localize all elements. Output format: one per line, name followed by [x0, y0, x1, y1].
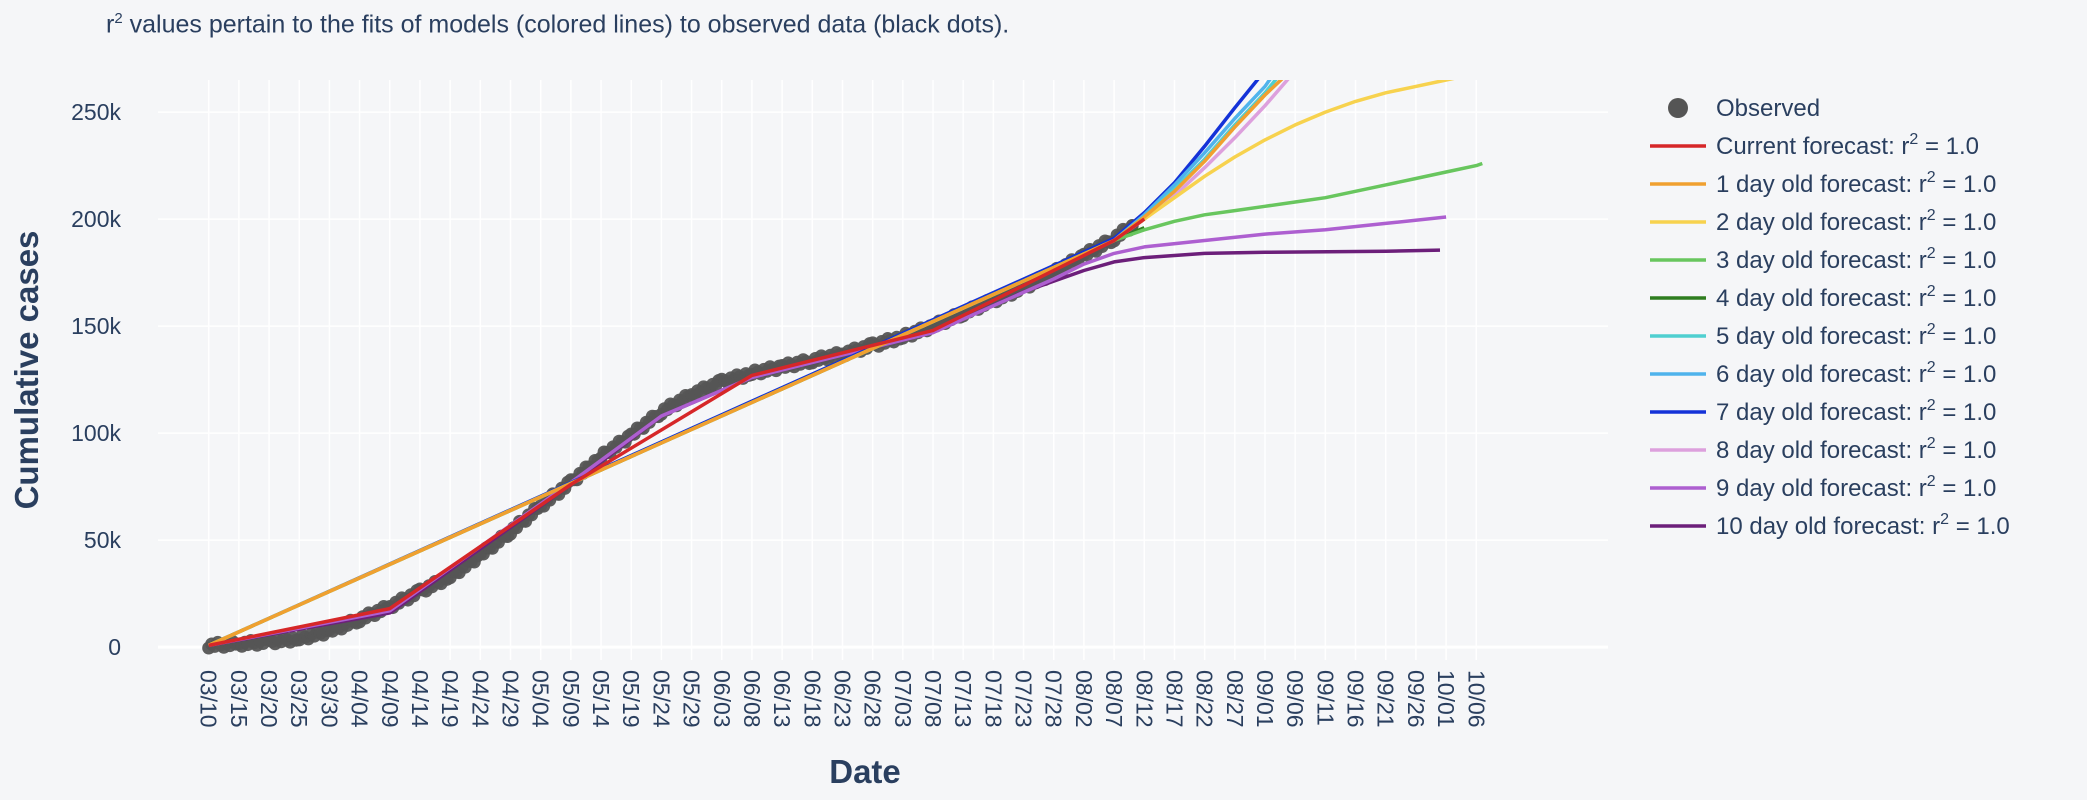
gridlines: [158, 80, 1608, 660]
y-tick-labels: 0 50k 100k 150k 200k 250k: [71, 99, 121, 660]
x-tick-label: 04/24: [467, 670, 493, 728]
legend-label: 1 day old forecast: r2 = 1.0: [1716, 169, 1996, 198]
x-tick-label: 08/12: [1131, 670, 1157, 728]
x-tick-label: 09/21: [1373, 670, 1399, 728]
x-tick-label: 03/30: [316, 670, 342, 728]
legend-observed-label: Observed: [1716, 95, 1820, 122]
x-tick-label: 06/18: [799, 670, 825, 728]
x-tick-label: 04/04: [347, 670, 373, 728]
x-tick-label: 04/14: [407, 670, 433, 728]
note-text: values pertain to the fits of models (co…: [122, 10, 1010, 39]
x-tick-label: 09/16: [1343, 670, 1369, 728]
x-tick-label: 08/17: [1161, 670, 1187, 728]
legend-label: 4 day old forecast: r2 = 1.0: [1716, 283, 1996, 312]
x-axis-title: Date: [829, 753, 901, 790]
forecast-line: [207, 80, 1278, 647]
x-tick-label: 07/08: [920, 670, 946, 728]
legend: Observed Current forecast: r2 = 1.0 1 day …: [1650, 95, 2010, 540]
forecast-line: [207, 80, 1290, 647]
x-tick-label: 09/11: [1312, 670, 1338, 726]
y-tick-label: 200k: [71, 206, 121, 232]
x-tick-label: 09/26: [1403, 670, 1429, 728]
legend-label: 2 day old forecast: r2 = 1.0: [1716, 207, 1996, 236]
x-tick-label: 05/29: [679, 670, 705, 728]
legend-label: Current forecast: r2 = 1.0: [1716, 131, 1979, 160]
chart-note: r2 values pertain to the fits of models …: [106, 10, 1009, 39]
legend-label: 3 day old forecast: r2 = 1.0: [1716, 245, 1996, 274]
y-axis-title: Cumulative cases: [8, 231, 45, 510]
x-tick-labels: 03/10 03/15 03/20 03/25 03/30 04/04 04/09 04/14…: [196, 670, 1490, 728]
x-tick-label: 07/13: [950, 670, 976, 728]
legend-label: 9 day old forecast: r2 = 1.0: [1716, 473, 1996, 502]
forecast-line: [207, 80, 1272, 647]
forecast-lines: [207, 80, 1483, 648]
legend-label: 5 day old forecast: r2 = 1.0: [1716, 321, 1996, 350]
forecast-line: [208, 248, 1441, 648]
x-tick-label: 04/19: [437, 670, 463, 728]
x-tick-label: 08/07: [1101, 670, 1127, 728]
forecast-line: [207, 80, 1284, 647]
x-tick-label: 08/27: [1222, 670, 1248, 728]
legend-label: 8 day old forecast: r2 = 1.0: [1716, 435, 1996, 464]
x-tick-label: 04/09: [377, 670, 403, 728]
x-tick-label: 06/03: [709, 670, 735, 728]
x-tick-label: 03/15: [226, 670, 252, 728]
y-tick-label: 100k: [71, 420, 121, 446]
plot-area: [202, 80, 1483, 655]
x-tick-label: 08/22: [1192, 670, 1218, 728]
x-tick-label: 04/29: [498, 670, 524, 728]
x-tick-label: 05/14: [588, 670, 614, 728]
note-r: r: [106, 10, 115, 39]
y-tick-label: 0: [108, 634, 121, 660]
x-tick-label: 05/24: [648, 670, 674, 728]
x-tick-label: 07/18: [980, 670, 1006, 728]
x-tick-label: 06/28: [860, 670, 886, 728]
x-tick-label: 09/01: [1252, 670, 1278, 728]
y-tick-label: 250k: [71, 99, 121, 125]
legend-label: 6 day old forecast: r2 = 1.0: [1716, 359, 1996, 388]
x-tick-label: 06/13: [769, 670, 795, 728]
y-tick-label: 150k: [71, 313, 121, 339]
y-tick-label: 50k: [84, 527, 122, 553]
legend-observed-marker: [1668, 98, 1688, 118]
x-tick-label: 05/09: [558, 670, 584, 728]
x-tick-label: 03/20: [256, 670, 282, 728]
forecast-line: [207, 80, 1455, 647]
x-tick-label: 06/23: [829, 670, 855, 728]
x-tick-label: 10/01: [1433, 670, 1459, 728]
forecast-line: [208, 217, 1146, 648]
x-tick-label: 03/25: [286, 670, 312, 728]
forecast-line: [207, 80, 1260, 647]
x-tick-label: 07/28: [1041, 670, 1067, 728]
x-tick-label: 05/04: [528, 670, 554, 728]
x-tick-label: 07/23: [1011, 670, 1037, 728]
legend-label: 10 day old forecast: r2 = 1.0: [1716, 511, 2010, 540]
legend-label: 7 day old forecast: r2 = 1.0: [1716, 397, 1996, 426]
x-tick-label: 09/06: [1282, 670, 1308, 728]
x-tick-label: 10/06: [1463, 670, 1489, 728]
x-tick-label: 05/19: [618, 670, 644, 728]
x-tick-label: 07/03: [890, 670, 916, 728]
note-sup: 2: [114, 10, 123, 27]
forecast-line: [208, 215, 1447, 648]
forecast-line: [207, 161, 1483, 647]
x-tick-label: 06/08: [739, 670, 765, 728]
x-tick-label: 08/02: [1071, 670, 1097, 728]
x-tick-label: 03/10: [196, 670, 222, 728]
